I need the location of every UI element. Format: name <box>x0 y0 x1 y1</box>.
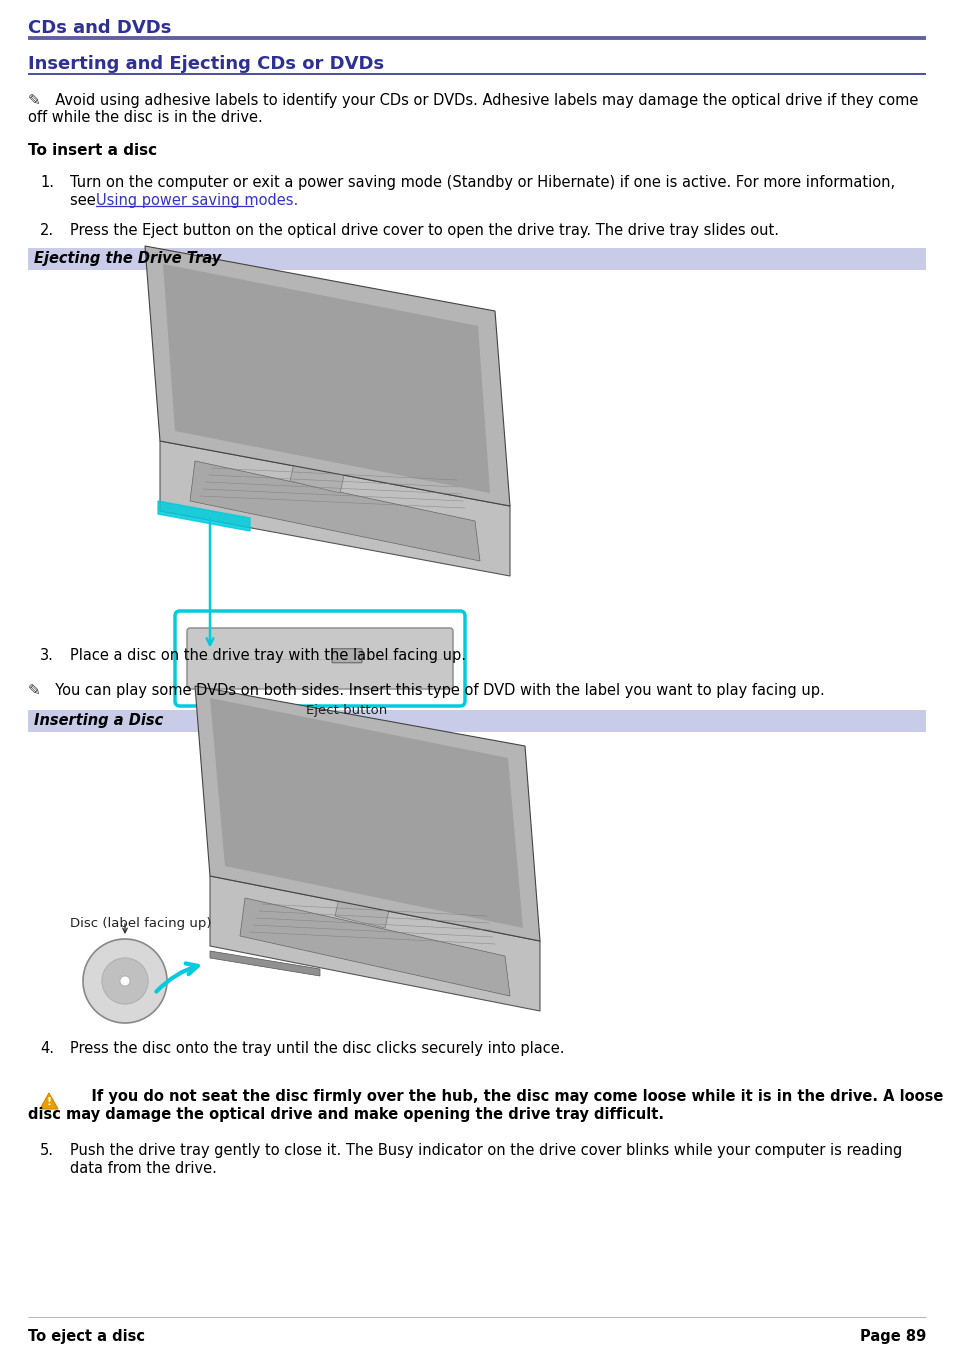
Text: 5.: 5. <box>40 1143 54 1158</box>
FancyBboxPatch shape <box>187 628 453 689</box>
Text: see: see <box>70 193 100 208</box>
Circle shape <box>102 958 148 1004</box>
Bar <box>28 711 925 732</box>
Polygon shape <box>240 898 510 996</box>
Text: Disc (label facing up): Disc (label facing up) <box>70 917 212 929</box>
Polygon shape <box>160 440 510 576</box>
Text: 2.: 2. <box>40 223 54 238</box>
Text: Press the Eject button on the optical drive cover to open the drive tray. The dr: Press the Eject button on the optical dr… <box>70 223 779 238</box>
Text: Eject button: Eject button <box>306 704 387 717</box>
Polygon shape <box>290 459 345 493</box>
Polygon shape <box>190 461 479 561</box>
Text: Press the disc onto the tray until the disc clicks securely into place.: Press the disc onto the tray until the d… <box>70 1042 564 1056</box>
Text: ✎: ✎ <box>28 684 41 698</box>
Text: CDs and DVDs: CDs and DVDs <box>28 19 172 36</box>
Text: !: ! <box>47 1097 51 1106</box>
Polygon shape <box>40 1093 58 1109</box>
Text: Avoid using adhesive labels to identify your CDs or DVDs. Adhesive labels may da: Avoid using adhesive labels to identify … <box>46 93 918 108</box>
Text: Inserting and Ejecting CDs or DVDs: Inserting and Ejecting CDs or DVDs <box>28 55 384 73</box>
Polygon shape <box>145 246 510 507</box>
Circle shape <box>83 939 167 1023</box>
FancyBboxPatch shape <box>332 648 361 663</box>
Text: data from the drive.: data from the drive. <box>70 1161 216 1175</box>
Text: To eject a disc: To eject a disc <box>28 1329 145 1344</box>
Circle shape <box>120 975 130 986</box>
Polygon shape <box>210 698 522 928</box>
Text: Ejecting the Drive Tray: Ejecting the Drive Tray <box>34 251 221 266</box>
Polygon shape <box>158 501 250 531</box>
Text: 1.: 1. <box>40 176 54 190</box>
Text: To insert a disc: To insert a disc <box>28 143 157 158</box>
Polygon shape <box>335 894 390 928</box>
Text: disc may damage the optical drive and make opening the drive tray difficult.: disc may damage the optical drive and ma… <box>28 1106 663 1121</box>
Polygon shape <box>194 686 539 942</box>
Text: Page 89: Page 89 <box>859 1329 925 1344</box>
Polygon shape <box>210 875 539 1011</box>
Text: You can play some DVDs on both sides. Insert this type of DVD with the label you: You can play some DVDs on both sides. In… <box>46 684 824 698</box>
Text: Using power saving modes.: Using power saving modes. <box>96 193 298 208</box>
FancyBboxPatch shape <box>174 611 464 707</box>
Polygon shape <box>163 263 490 493</box>
Text: If you do not seat the disc firmly over the hub, the disc may come loose while i: If you do not seat the disc firmly over … <box>76 1089 943 1104</box>
Polygon shape <box>210 951 319 975</box>
Text: Inserting a Disc: Inserting a Disc <box>34 713 163 728</box>
Text: 3.: 3. <box>40 648 53 663</box>
Text: Place a disc on the drive tray with the label facing up.: Place a disc on the drive tray with the … <box>70 648 465 663</box>
Text: 4.: 4. <box>40 1042 54 1056</box>
Text: ✎: ✎ <box>28 93 41 108</box>
Bar <box>28 249 925 270</box>
Text: Push the drive tray gently to close it. The Busy indicator on the drive cover bl: Push the drive tray gently to close it. … <box>70 1143 902 1158</box>
Text: off while the disc is in the drive.: off while the disc is in the drive. <box>28 109 262 126</box>
Text: Turn on the computer or exit a power saving mode (Standby or Hibernate) if one i: Turn on the computer or exit a power sav… <box>70 176 894 190</box>
